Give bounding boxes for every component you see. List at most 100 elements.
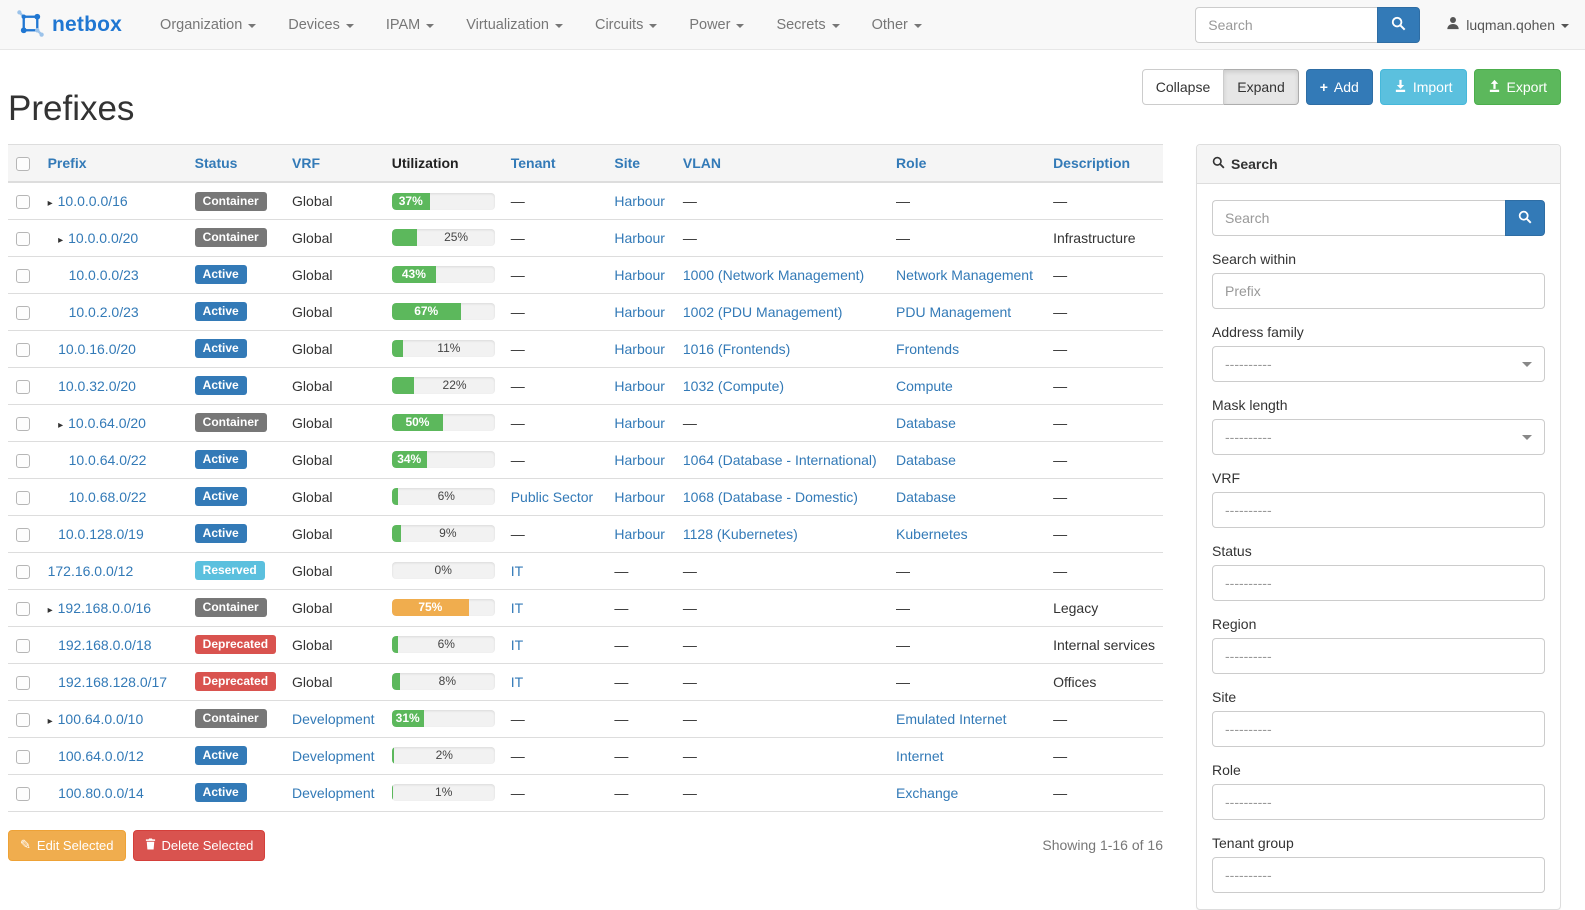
netbox-logo[interactable]: netbox [16,9,122,41]
nav-menu-ipam[interactable]: IPAM [370,0,450,50]
row-checkbox[interactable] [16,564,30,579]
site-link[interactable]: Harbour [614,229,665,246]
filter-vrf-select[interactable]: ---------- [1212,492,1545,528]
prefix-link[interactable]: 100.64.0.0/10 [57,710,144,727]
vrf-link[interactable]: Development [292,784,375,801]
add-button[interactable]: + Add [1305,69,1373,105]
nav-menu-virtualization[interactable]: Virtualization [450,0,579,50]
role-link[interactable]: Emulated Internet [896,710,1007,727]
vlan-link[interactable]: 1068 (Database - Domestic) [682,488,858,505]
nav-menu-other[interactable]: Other [856,0,938,50]
role-link[interactable]: Database [896,451,956,468]
filter-role-select[interactable]: ---------- [1212,784,1545,820]
prefix-link[interactable]: 192.168.0.0/18 [58,636,152,653]
tenant-link[interactable]: IT [510,673,524,690]
nav-menu-power[interactable]: Power [673,0,760,50]
row-checkbox[interactable] [16,379,30,394]
vlan-link[interactable]: 1000 (Network Management) [682,266,865,283]
column-header-vrf[interactable]: VRF [284,144,384,184]
filter-search-button[interactable] [1505,200,1545,236]
role-link[interactable]: Network Management [896,266,1033,283]
nav-menu-circuits[interactable]: Circuits [579,0,673,50]
import-button[interactable]: Import [1379,69,1467,105]
user-menu[interactable]: luqman.qohen [1446,16,1569,33]
edit-selected-button[interactable]: ✎ Edit Selected [8,829,126,861]
export-button[interactable]: Export [1473,69,1561,105]
nav-menu-organization[interactable]: Organization [144,0,272,50]
prefix-link[interactable]: 10.0.64.0/20 [68,414,146,431]
prefix-link[interactable]: 100.64.0.0/12 [58,747,144,764]
row-checkbox[interactable] [16,638,30,653]
row-checkbox[interactable] [16,305,30,320]
column-header-prefix[interactable]: Prefix [39,144,187,184]
row-checkbox[interactable] [16,527,30,542]
column-header-vlan[interactable]: VLAN [674,144,889,184]
vlan-link[interactable]: 1032 (Compute) [682,377,785,394]
row-checkbox[interactable] [16,195,30,210]
row-checkbox[interactable] [16,416,30,431]
nav-menu-secrets[interactable]: Secrets [760,0,855,50]
prefix-link[interactable]: 10.0.0.0/23 [68,266,139,283]
vlan-link[interactable]: 1016 (Frontends) [682,340,791,357]
column-header-description[interactable]: Description [1045,144,1163,184]
row-checkbox[interactable] [16,490,30,505]
column-header-role[interactable]: Role [888,144,1046,184]
vlan-link[interactable]: 1064 (Database - International) [682,451,877,468]
row-checkbox[interactable] [16,453,30,468]
role-link[interactable]: Database [896,488,956,505]
filter-address-family-select[interactable]: ---------- [1212,346,1545,382]
tenant-link[interactable]: IT [510,599,524,616]
site-link[interactable]: Harbour [614,414,665,431]
role-link[interactable]: Compute [896,377,953,394]
global-search-input[interactable] [1195,6,1378,43]
site-link[interactable]: Harbour [614,193,665,210]
prefix-link[interactable]: 192.168.128.0/17 [58,673,168,690]
site-link[interactable]: Harbour [614,377,665,394]
filter-tenant-group-select[interactable]: ---------- [1212,857,1545,893]
role-link[interactable]: Kubernetes [896,525,968,542]
site-link[interactable]: Harbour [614,488,665,505]
tenant-link[interactable]: IT [510,562,524,579]
site-link[interactable]: Harbour [614,525,665,542]
prefix-link[interactable]: 172.16.0.0/12 [47,562,134,579]
role-link[interactable]: Exchange [896,784,959,801]
prefix-link[interactable]: 100.80.0.0/14 [58,784,144,801]
prefix-link[interactable]: 10.0.64.0/22 [68,451,147,468]
site-link[interactable]: Harbour [614,451,665,468]
column-header-tenant[interactable]: Tenant [502,144,607,184]
vlan-link[interactable]: 1002 (PDU Management) [682,303,843,320]
tenant-link[interactable]: Public Sector [510,488,594,505]
filter-search-within-input[interactable] [1212,273,1545,309]
tenant-link[interactable]: IT [510,636,524,653]
role-link[interactable]: Internet [896,747,944,764]
prefix-link[interactable]: 10.0.2.0/23 [68,303,139,320]
prefix-link[interactable]: 10.0.16.0/20 [58,340,136,357]
role-link[interactable]: PDU Management [896,303,1012,320]
vrf-link[interactable]: Development [292,747,375,764]
select-all-checkbox[interactable] [16,157,30,172]
prefix-link[interactable]: 10.0.0.0/20 [68,229,139,246]
row-checkbox[interactable] [16,675,30,690]
nav-menu-devices[interactable]: Devices [272,0,370,50]
prefix-link[interactable]: 10.0.0.0/16 [57,193,128,210]
vrf-link[interactable]: Development [292,710,375,727]
prefix-link[interactable]: 10.0.32.0/20 [58,377,136,394]
vlan-link[interactable]: 1128 (Kubernetes) [682,525,798,542]
prefix-link[interactable]: 10.0.68.0/22 [68,488,147,505]
row-checkbox[interactable] [16,712,30,727]
column-header-status[interactable]: Status [186,144,285,184]
delete-selected-button[interactable]: Delete Selected [132,829,266,861]
site-link[interactable]: Harbour [614,340,665,357]
site-link[interactable]: Harbour [614,303,665,320]
role-link[interactable]: Database [896,414,956,431]
prefix-link[interactable]: 10.0.128.0/19 [58,525,144,542]
expand-button[interactable]: Expand [1224,69,1299,105]
row-checkbox[interactable] [16,342,30,357]
global-search-button[interactable] [1377,6,1421,43]
filter-region-select[interactable]: ---------- [1212,638,1545,674]
filter-status-select[interactable]: ---------- [1212,565,1545,601]
row-checkbox[interactable] [16,786,30,801]
prefix-link[interactable]: 192.168.0.0/16 [57,599,152,616]
row-checkbox[interactable] [16,231,30,246]
filter-site-select[interactable]: ---------- [1212,711,1545,747]
